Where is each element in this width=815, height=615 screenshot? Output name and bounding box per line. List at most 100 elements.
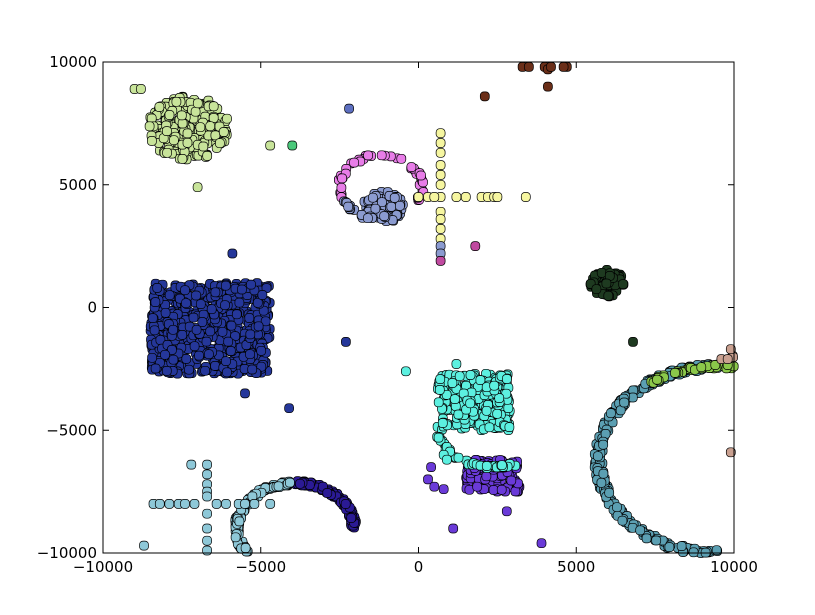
data-point	[257, 290, 268, 300]
data-point	[211, 499, 222, 509]
data-point	[231, 309, 242, 320]
data-point	[191, 290, 201, 301]
data-point	[234, 297, 245, 308]
data-point	[696, 362, 707, 373]
data-point	[435, 160, 446, 170]
data-point	[481, 461, 492, 471]
data-point	[205, 121, 216, 132]
data-point	[603, 290, 614, 301]
data-point	[181, 354, 192, 364]
data-point	[210, 361, 220, 371]
data-point	[435, 256, 446, 266]
data-point	[396, 153, 407, 164]
data-point	[606, 408, 616, 419]
data-point	[176, 110, 187, 121]
data-point	[377, 197, 387, 208]
data-point	[435, 214, 446, 224]
data-point	[453, 452, 464, 463]
data-point	[285, 477, 295, 488]
data-point	[150, 363, 161, 374]
x-tick-label: 5000	[557, 558, 595, 576]
y-tick-labels: −10000 −5000 0 5000 10000	[37, 53, 97, 562]
data-point	[223, 336, 234, 347]
data-point	[376, 150, 387, 161]
data-point	[265, 140, 276, 151]
data-point	[596, 477, 607, 488]
data-point	[202, 151, 213, 161]
data-point	[240, 543, 251, 553]
data-point	[164, 499, 175, 509]
data-point	[435, 179, 446, 190]
data-point	[204, 349, 214, 360]
data-point	[210, 287, 221, 298]
data-point	[181, 298, 191, 309]
data-point	[160, 349, 170, 360]
data-point	[195, 299, 206, 309]
data-point	[337, 173, 347, 184]
data-point	[416, 170, 426, 181]
data-point	[601, 278, 612, 289]
data-point	[488, 485, 499, 495]
data-point	[227, 248, 238, 259]
data-point	[635, 525, 646, 536]
data-point	[503, 403, 514, 413]
data-point	[593, 451, 603, 462]
data-point	[190, 106, 201, 117]
data-point	[406, 162, 417, 172]
data-point	[149, 325, 160, 336]
data-point	[670, 368, 680, 378]
data-point	[162, 147, 172, 158]
data-point	[260, 316, 271, 327]
data-point	[451, 192, 462, 202]
data-point	[237, 284, 247, 295]
data-point	[265, 499, 276, 509]
data-point	[591, 284, 602, 295]
data-point	[492, 408, 503, 419]
data-point	[437, 418, 448, 428]
data-point	[168, 354, 179, 365]
data-point	[496, 484, 507, 495]
data-point	[154, 102, 165, 112]
data-point	[180, 285, 190, 296]
data-point	[618, 279, 628, 289]
data-point	[389, 193, 400, 203]
data-point	[429, 192, 440, 202]
data-point	[189, 499, 200, 509]
x-tick-label: −5000	[235, 558, 286, 576]
data-point	[200, 365, 210, 376]
data-point	[433, 432, 444, 443]
data-point	[524, 62, 534, 72]
data-point	[247, 364, 258, 375]
data-point	[144, 121, 155, 132]
data-point	[246, 279, 256, 290]
data-point	[460, 192, 471, 202]
data-point	[454, 371, 465, 382]
data-point	[711, 545, 722, 556]
data-point	[379, 211, 390, 221]
data-point	[453, 409, 464, 420]
data-point	[171, 96, 182, 107]
data-point	[169, 135, 179, 146]
data-point	[502, 374, 512, 384]
y-tick-label: 5000	[59, 176, 97, 194]
data-point	[433, 397, 444, 408]
data-point	[217, 326, 228, 337]
data-point	[435, 170, 446, 180]
data-point	[240, 388, 250, 399]
data-point	[150, 297, 161, 307]
data-point	[206, 304, 217, 315]
x-tick-labels: −10000 −5000 0 5000 10000	[73, 558, 758, 576]
data-point	[202, 491, 212, 502]
data-point	[284, 403, 294, 414]
data-point	[287, 140, 298, 151]
data-point	[180, 499, 190, 509]
data-point	[186, 459, 197, 470]
data-point	[349, 157, 359, 168]
data-point	[426, 462, 436, 472]
data-point	[652, 374, 662, 385]
data-point	[448, 523, 459, 534]
data-point	[136, 84, 146, 94]
data-point	[725, 344, 736, 355]
data-point	[225, 346, 236, 356]
data-point	[441, 389, 452, 400]
